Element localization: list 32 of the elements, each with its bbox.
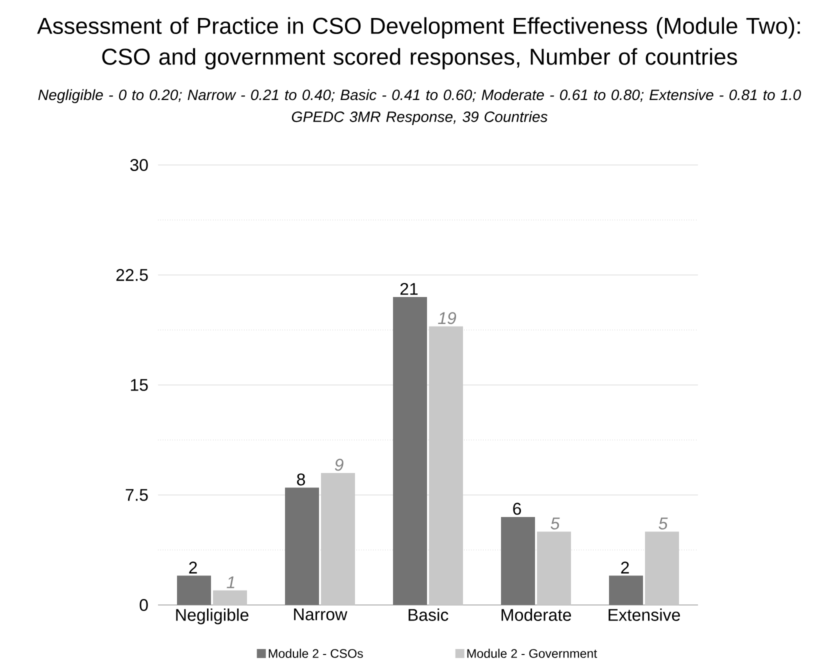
data-label: 5 [658,518,668,530]
bar [645,532,680,605]
y-tick-label: 7.5 [126,489,148,501]
data-label: 6 [513,502,521,515]
legend-label: Module 2 - CSOs [268,648,363,658]
data-label: 21 [400,282,418,295]
x-tick-label: Negligible [176,608,248,624]
data-label: 8 [297,473,305,486]
bar [213,590,248,605]
x-tick-label: Moderate [502,608,572,621]
x-tick-label: Extensive [608,608,680,621]
bar [501,516,536,605]
data-label: 2 [189,562,197,574]
chart-subtitle: Negligible - 0 to 0.20; Narrow - 0.21 to 0.40; Basic - 0.41 to 0.60; Moderate - 0.61 to 0.80; Extensive - 0.81 to 1.0 GPEDC 3MR Response, 39 Countries [38,89,801,126]
data-label: 9 [334,458,344,471]
data-label: 5 [550,518,560,530]
bar [177,576,212,605]
x-tick-label: Narrow [294,608,348,620]
x-tick-label: Basic [408,608,448,621]
data-label: 19 [438,312,456,324]
chart-title: Assessment of Practice in CSO Development Effectiveness (Module Two): CSO and government scored responses, Number of countries [37,17,800,70]
y-tick-label: 30 [130,158,148,171]
data-label: 2 [621,562,629,574]
bar [285,488,320,605]
bar [393,296,428,605]
data-label: 1 [226,576,234,588]
y-tick-label: 0 [140,598,148,611]
bar [537,532,572,605]
legend-label: Module 2 - Government [467,648,598,658]
y-tick-label: 15 [130,379,148,391]
y-tick-label: 22.5 [116,268,148,281]
bar [609,576,644,605]
